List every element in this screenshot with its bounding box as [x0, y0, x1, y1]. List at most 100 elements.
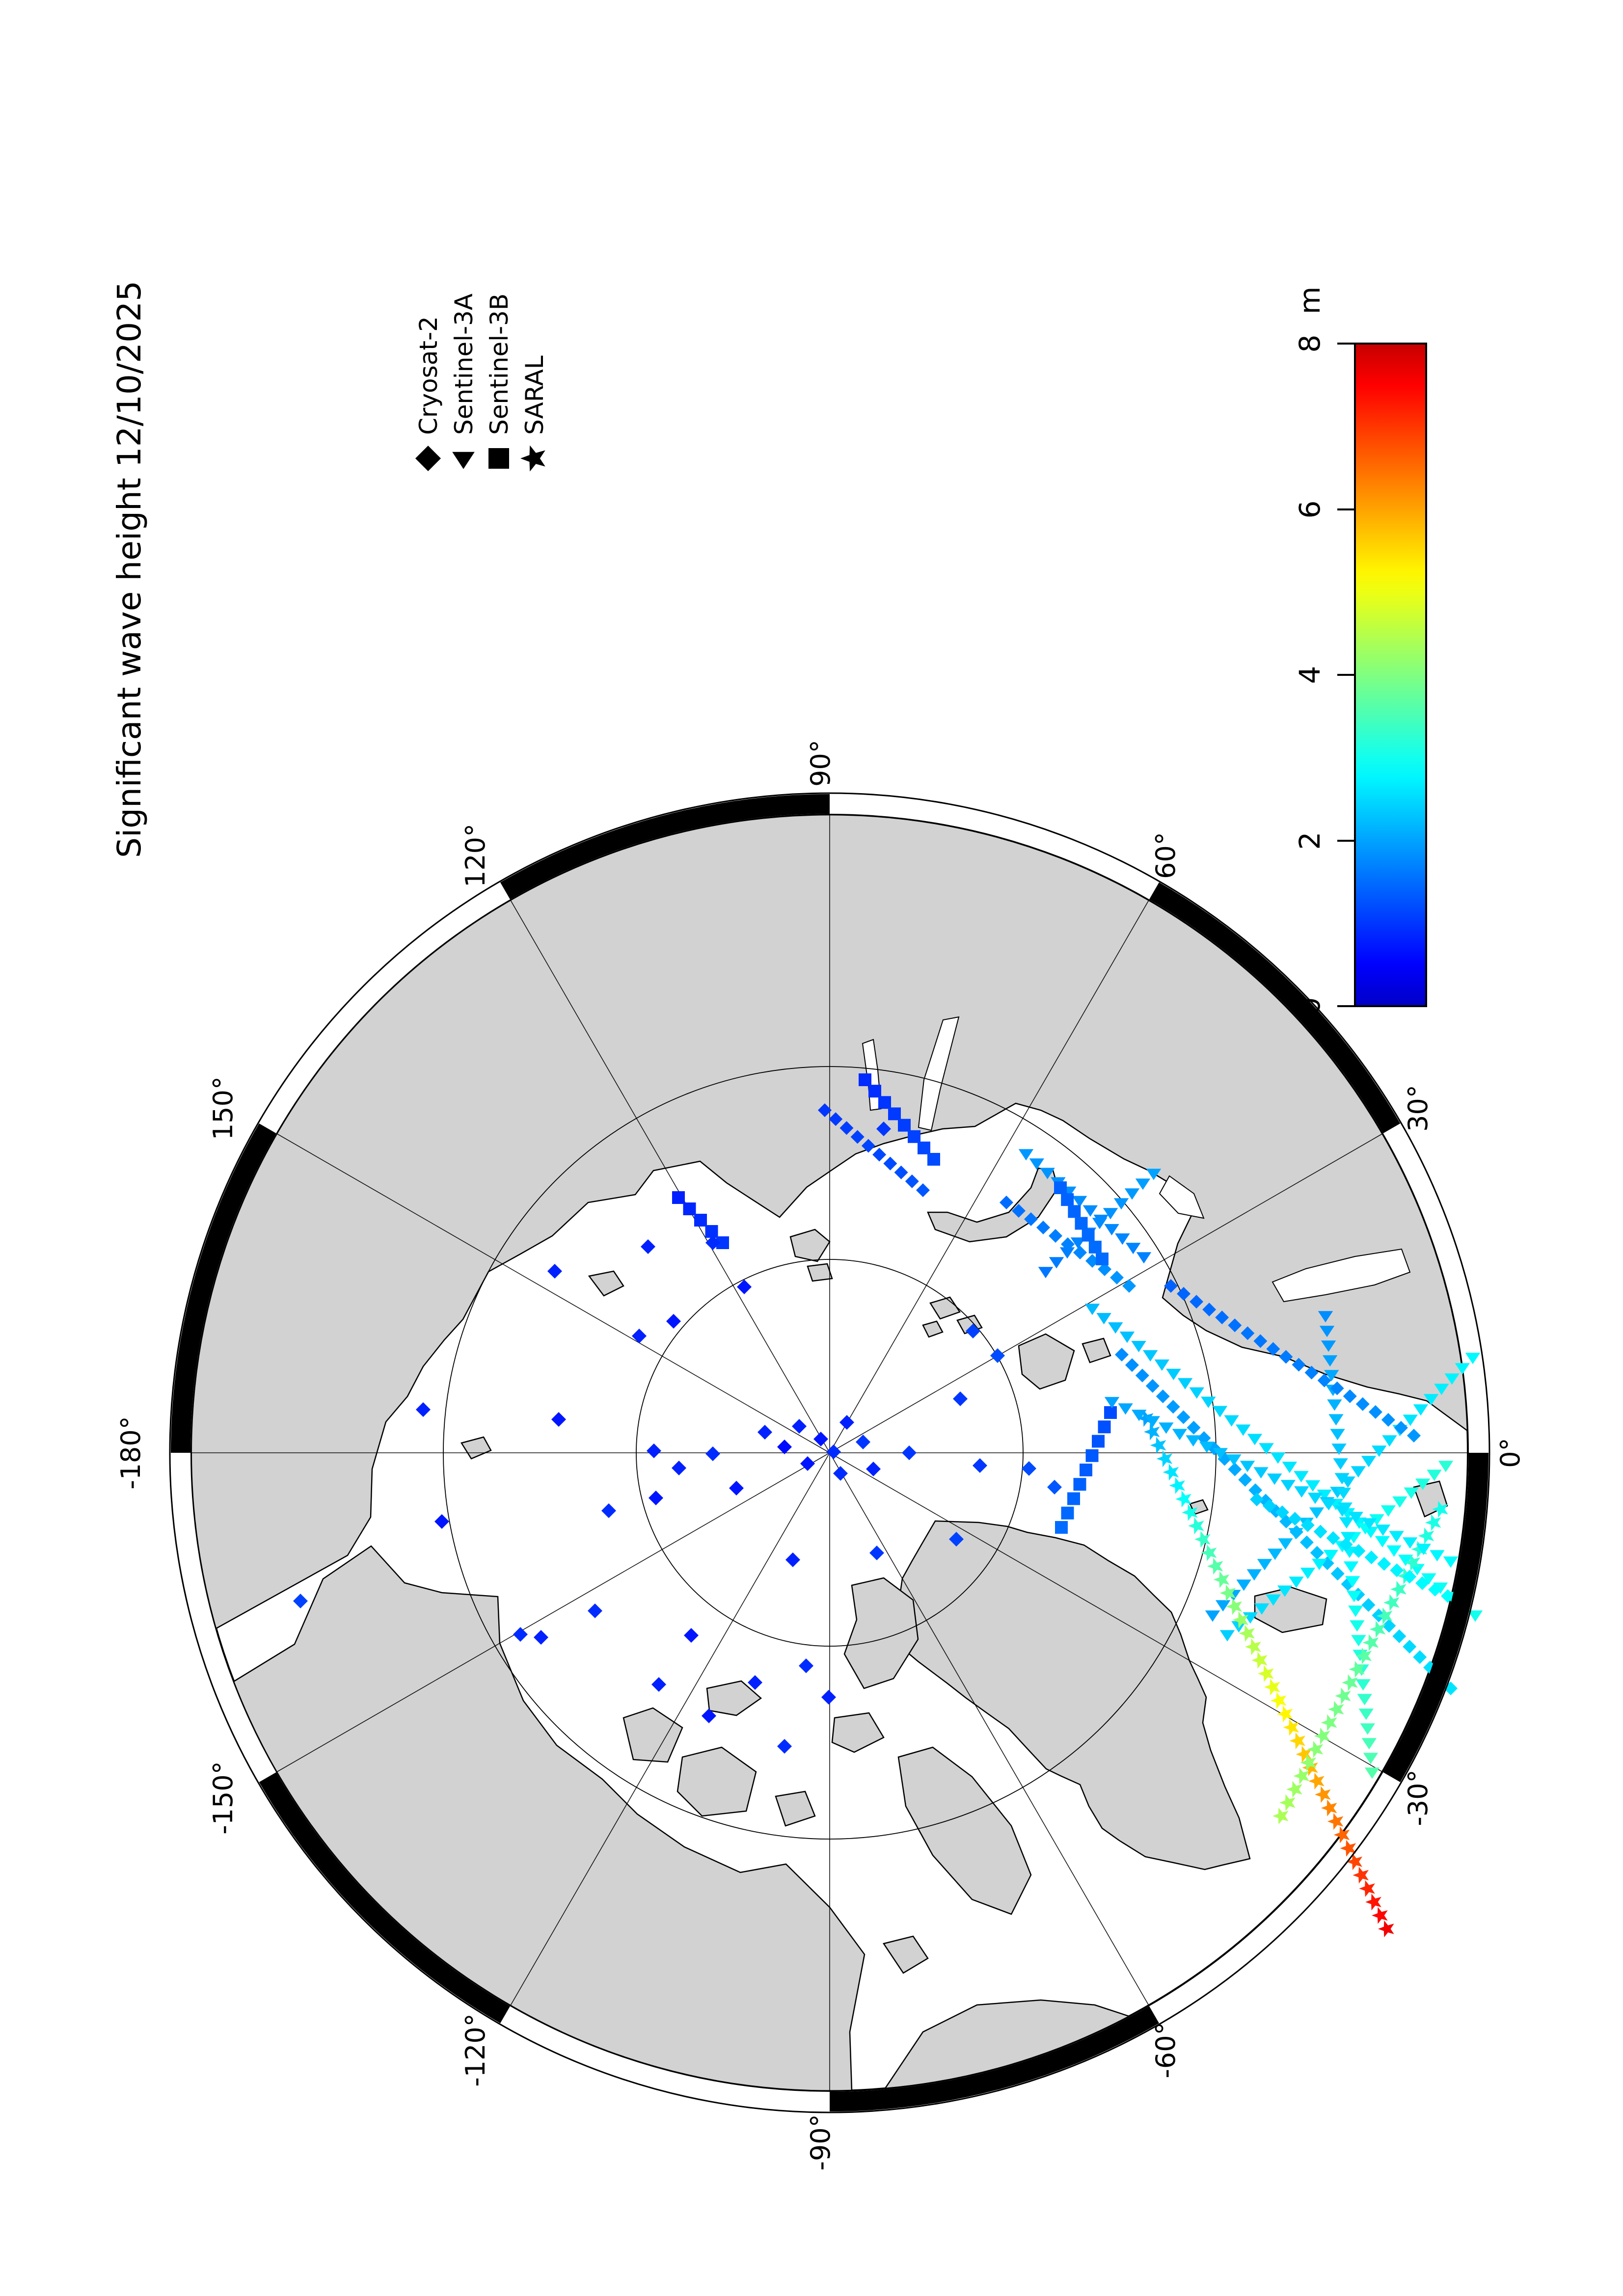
- meridian-label-30: 30°: [1403, 1085, 1434, 1132]
- data-marker: [1253, 1334, 1268, 1348]
- data-marker: [953, 1391, 968, 1406]
- diamond-icon: [415, 446, 441, 471]
- data-marker: [1288, 1512, 1302, 1526]
- data-marker: [869, 1546, 884, 1560]
- frame-ring-segment: [259, 1772, 511, 2024]
- data-marker: [547, 1264, 562, 1279]
- data-marker: [647, 1443, 661, 1458]
- data-marker: [1082, 1205, 1098, 1217]
- data-marker: [1294, 1486, 1309, 1498]
- data-marker: [705, 1235, 720, 1250]
- data-marker: [1093, 1214, 1109, 1227]
- data-marker: [856, 1435, 870, 1449]
- data-marker: [829, 1112, 843, 1126]
- data-marker: [1201, 1396, 1216, 1408]
- data-marker: [1428, 1582, 1442, 1597]
- sea-baltic-bothnia: [1271, 1248, 1411, 1303]
- island-southampton: [882, 1935, 929, 1974]
- island-devon: [831, 1712, 885, 1753]
- data-marker: [1251, 1652, 1268, 1669]
- data-marker: [826, 1444, 841, 1459]
- data-marker: [1328, 1701, 1344, 1718]
- data-marker: [1199, 1442, 1215, 1453]
- data-marker: [1172, 1429, 1188, 1441]
- data-marker: [1277, 1585, 1293, 1597]
- data-marker: [1362, 1518, 1377, 1530]
- data-marker: [1278, 1538, 1293, 1550]
- data-marker: [1296, 1746, 1312, 1763]
- data-marker: [1372, 1445, 1387, 1457]
- island-severnaya-zemlya-1: [789, 1228, 831, 1262]
- data-marker: [1331, 1443, 1347, 1455]
- data-marker: [1212, 1406, 1228, 1417]
- data-marker: [1219, 1584, 1236, 1602]
- data-marker: [1247, 1434, 1263, 1445]
- data-marker: [1272, 1807, 1289, 1825]
- data-marker: [1248, 1483, 1263, 1497]
- data-marker: [1022, 1461, 1036, 1476]
- data-marker: [729, 1481, 744, 1495]
- data-marker: [1135, 1368, 1149, 1383]
- data-marker: [1038, 1267, 1054, 1279]
- data-marker: [534, 1630, 548, 1645]
- data-marker: [1427, 1469, 1442, 1481]
- data-marker: [1335, 1505, 1350, 1517]
- data-marker: [1350, 1620, 1365, 1632]
- data-marker: [1262, 1499, 1276, 1513]
- data-marker: [839, 1415, 854, 1430]
- data-marker: [1324, 1370, 1339, 1382]
- data-marker: [702, 1709, 716, 1723]
- data-marker: [1365, 1894, 1381, 1911]
- data-marker: [757, 1425, 772, 1440]
- data-marker: [1187, 1420, 1201, 1435]
- data-marker: [1352, 1544, 1366, 1558]
- data-marker: [1040, 1168, 1055, 1179]
- data-marker: [1267, 1473, 1282, 1485]
- legend-label-saral: SARAL: [520, 355, 549, 435]
- star-icon: [520, 445, 545, 472]
- meridian-label--30: -30°: [1403, 1769, 1434, 1826]
- data-marker: [1382, 1619, 1396, 1633]
- data-marker: [1282, 1462, 1298, 1473]
- data-marker: [1228, 1318, 1242, 1333]
- data-marker: [1188, 1517, 1204, 1535]
- data-marker: [1404, 1487, 1419, 1499]
- meridian-label-120: 120°: [460, 824, 491, 887]
- data-marker: [1318, 1311, 1333, 1323]
- meridian-line: [829, 1133, 1383, 1453]
- data-marker: [799, 1658, 813, 1673]
- meridian-labels: 90° 60° 30° 0° -30° -60° -90° -120° -150…: [115, 740, 1526, 2170]
- island-banks: [622, 1707, 683, 1763]
- data-marker: [1250, 1493, 1264, 1506]
- data-marker: [1104, 1406, 1117, 1419]
- data-marker: [1182, 1504, 1198, 1521]
- meridian-line: [829, 1452, 1149, 2006]
- data-marker: [1194, 1531, 1211, 1548]
- frame-ring-segment: [500, 794, 830, 900]
- data-marker: [1330, 1381, 1344, 1395]
- data-marker: [1108, 1322, 1123, 1334]
- land-north-america: [233, 1545, 866, 2091]
- data-marker: [1067, 1492, 1080, 1505]
- data-marker: [1300, 1568, 1316, 1579]
- data-marker: [1300, 1518, 1315, 1532]
- data-marker: [1096, 1313, 1111, 1325]
- square-icon: [488, 448, 509, 469]
- data-marker: [1361, 1598, 1376, 1612]
- meridian-label--180: -180°: [115, 1416, 146, 1490]
- data-marker: [1455, 1363, 1470, 1375]
- data-marker: [813, 1432, 828, 1446]
- data-marker: [1115, 1233, 1130, 1245]
- data-marker: [1310, 1546, 1324, 1560]
- meridian-line: [276, 1452, 830, 1772]
- data-marker: [716, 1236, 729, 1249]
- data-marker: [1103, 1208, 1118, 1220]
- data-marker: [1315, 1786, 1331, 1803]
- land-greenland: [896, 1520, 1251, 1870]
- data-marker: [1136, 1252, 1152, 1264]
- data-marker: [1080, 1464, 1092, 1476]
- island-severnaya-zemlya-2: [807, 1263, 833, 1282]
- data-marker: [1115, 1348, 1129, 1362]
- data-marker: [833, 1466, 848, 1481]
